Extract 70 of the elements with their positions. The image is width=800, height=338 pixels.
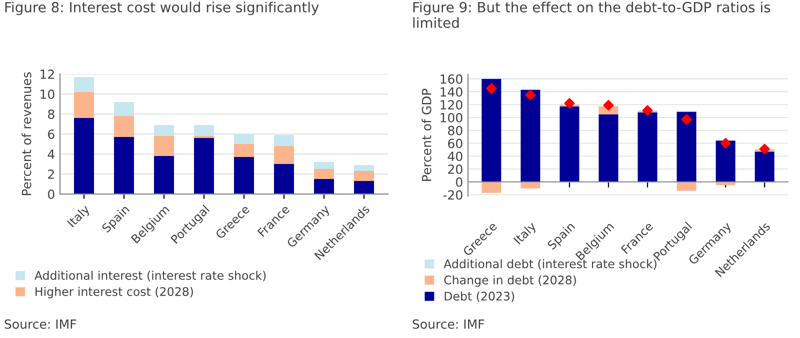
- y-tick-label: 6: [48, 129, 54, 139]
- y-tick-label: 0: [456, 177, 462, 187]
- chart-title: Figure 9: But the effect on the debt-to-GDP ratios is limited: [413, 2, 770, 28]
- bar: [638, 112, 658, 182]
- bar: [676, 182, 696, 191]
- bar: [74, 77, 94, 92]
- point: [564, 98, 575, 109]
- bar: [354, 165, 374, 172]
- bar: [154, 136, 174, 156]
- y-tick-label: 10: [40, 89, 54, 99]
- legend-label: Higher interest cost (2028): [36, 286, 193, 298]
- bar: [520, 182, 540, 188]
- y-tick-label: 80: [448, 126, 462, 136]
- y-tick-label: -20: [443, 190, 462, 200]
- bar: [676, 112, 696, 182]
- bar: [314, 162, 334, 170]
- bar: [154, 156, 174, 194]
- bar: [114, 102, 134, 116]
- bar: [74, 92, 94, 118]
- legend-label: Additional debt (interest rate shock): [444, 259, 656, 270]
- y-tick-label: 4: [48, 150, 54, 159]
- point: [486, 83, 497, 94]
- bar: [234, 134, 254, 144]
- source-note: Source: IMF: [4, 319, 76, 329]
- y-axis-title: Percent of GDP: [422, 88, 432, 181]
- y-tick-label: 120: [440, 100, 462, 110]
- y-tick-label: 8: [48, 109, 54, 119]
- bar: [114, 116, 134, 138]
- bar: [114, 137, 134, 194]
- point: [642, 105, 653, 116]
- bar: [482, 78, 502, 182]
- point: [525, 90, 536, 100]
- y-tick-label: 12: [40, 69, 54, 79]
- source-note: Source: IMF: [412, 319, 484, 329]
- y-tick-label: 20: [448, 164, 462, 174]
- bar: [154, 125, 174, 136]
- bar: [274, 146, 294, 164]
- bar: [754, 152, 774, 182]
- y-tick-label: 40: [448, 152, 462, 162]
- bar: [354, 181, 374, 194]
- y-tick-label: 140: [440, 87, 462, 97]
- bar: [314, 169, 334, 180]
- legend-label: Additional interest (interest rate shock): [34, 270, 266, 282]
- bar: [274, 164, 294, 194]
- chart-title: Figure 8: Interest cost would rise significantly: [5, 2, 319, 16]
- bar: [234, 144, 254, 158]
- bar: [234, 157, 254, 194]
- bar: [354, 171, 374, 182]
- legend-label: Change in debt (2028): [444, 275, 576, 287]
- bar: [314, 179, 334, 194]
- bar: [74, 118, 94, 194]
- bar: [520, 90, 540, 182]
- bar: [716, 140, 736, 182]
- bar: [194, 138, 214, 194]
- y-axis-title: Percent of revenues: [22, 72, 32, 196]
- bar: [598, 114, 618, 182]
- point: [759, 144, 770, 154]
- bar: [482, 182, 502, 193]
- bar: [274, 135, 294, 146]
- legend-label: Debt (2023): [444, 291, 514, 302]
- bar: [560, 106, 580, 182]
- point: [603, 100, 614, 111]
- point: [720, 138, 731, 149]
- y-tick-label: 100: [440, 112, 462, 122]
- y-tick-label: 2: [48, 169, 54, 179]
- bar: [194, 125, 214, 136]
- point: [681, 114, 692, 125]
- y-tick-label: 0: [48, 189, 54, 199]
- y-tick-label: 160: [440, 74, 462, 84]
- y-tick-label: 60: [448, 138, 462, 148]
